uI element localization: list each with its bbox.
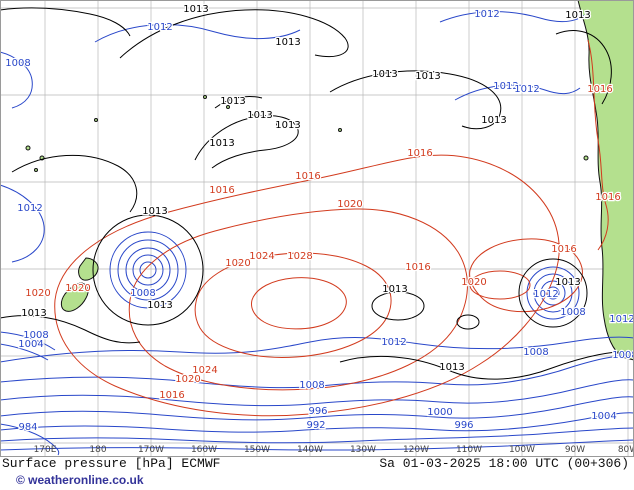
isobar-label: 1013 (415, 71, 440, 82)
isobar-label: 1013 (21, 308, 46, 319)
valid-datetime-label: Sa 01-03-2025 18:00 UTC (00+306) (379, 456, 629, 471)
isobar-label: 996 (454, 420, 473, 431)
longitude-label: 100W (509, 445, 535, 455)
isobar-label: 1013 (382, 284, 407, 295)
isobar-label: 1016 (209, 185, 234, 196)
isobar-label: 1013 (220, 96, 245, 107)
isobar-label: 1012 (514, 84, 539, 95)
longitude-label: 120W (403, 445, 429, 455)
isobar-label: 984 (18, 422, 37, 433)
isobar-label: 1004 (18, 339, 43, 350)
longitude-label: 170W (138, 445, 164, 455)
isobar-label: 1013 (565, 10, 590, 21)
longitude-label: 150W (244, 445, 270, 455)
isobar-label: 1028 (287, 251, 312, 262)
isobar-label: 1013 (372, 69, 397, 80)
isobar-label: 1016 (405, 262, 430, 273)
isobar-label: 1013 (147, 300, 172, 311)
isobar-label: 1013 (247, 110, 272, 121)
isobars-high-group (54, 39, 609, 417)
island-dots (25, 95, 589, 172)
land-masses (25, 0, 634, 361)
longitude-labels: 170E 180 170W 160W 150W 140W 130W 120W 110W 100W 9… (34, 445, 634, 455)
isobars-standard-group (0, 7, 634, 380)
land-new-zealand-north (78, 257, 99, 281)
isobar-label: 1013 (439, 362, 464, 373)
isobar-label: 1013 (183, 4, 208, 15)
isobars-low-group (0, 11, 634, 456)
isobar-label: 1020 (175, 374, 200, 385)
longitude-label: 170E (34, 445, 57, 455)
isobar-label: 1013 (275, 37, 300, 48)
isobar-label: 1024 (192, 365, 217, 376)
isobar-label: 1012 (474, 9, 499, 20)
isobar-label: 996 (308, 406, 327, 417)
isobar-label: 1008 (23, 330, 48, 341)
isobar-label: 1012 (533, 289, 558, 300)
isobar-label: 1016 (407, 148, 432, 159)
copyright-link[interactable]: © weatheronline.co.uk (16, 473, 144, 487)
isobar-label: 992 (306, 420, 325, 431)
isobar-label: 1013 (275, 120, 300, 131)
isobar-label: 1012 (493, 81, 518, 92)
longitude-label: 140W (297, 445, 323, 455)
isobar-label: 1016 (587, 84, 612, 95)
graticule (0, 0, 634, 457)
longitude-label: 90W (565, 445, 585, 455)
isobar-label: 1012 (17, 203, 42, 214)
isobar-label: 1008 (612, 350, 634, 361)
isobar-label: 1016 (551, 244, 576, 255)
isobar-label: 1012 (381, 337, 406, 348)
isobar-label: 1016 (595, 192, 620, 203)
isobar-label: 1013 (209, 138, 234, 149)
longitude-label: 160W (191, 445, 217, 455)
isobar-label: 1012 (147, 22, 172, 33)
isobar-label: 1008 (5, 58, 30, 69)
isobar-label: 1008 (299, 380, 324, 391)
isobar-label: 1004 (591, 411, 616, 422)
longitude-label: 80W (618, 445, 634, 455)
isobar-label: 1013 (142, 206, 167, 217)
isobar-label: 1008 (523, 347, 548, 358)
isobar-label: 1008 (560, 307, 585, 318)
isobar-label: 1016 (159, 390, 184, 401)
isobar-label: 1008 (130, 288, 155, 299)
isobar-label: 1024 (249, 251, 274, 262)
land-south-america (577, 0, 634, 361)
land-new-zealand-south (60, 282, 89, 312)
isobar-label: 1020 (65, 283, 90, 294)
isobar-label: 1020 (337, 199, 362, 210)
longitude-label: 180 (89, 445, 106, 455)
isobar-label: 1012 (609, 314, 634, 325)
longitude-label: 130W (350, 445, 376, 455)
isobar-label: 1016 (295, 171, 320, 182)
isobar-label: 1013 (555, 277, 580, 288)
isobar-label: 1000 (427, 407, 452, 418)
isobar-label: 1013 (481, 115, 506, 126)
isobar-label: 1020 (225, 258, 250, 269)
isobar-label: 1020 (25, 288, 50, 299)
isobar-label: 1020 (461, 277, 486, 288)
longitude-label: 110W (456, 445, 482, 455)
product-title: Surface pressure [hPa] ECMWF (2, 456, 221, 471)
